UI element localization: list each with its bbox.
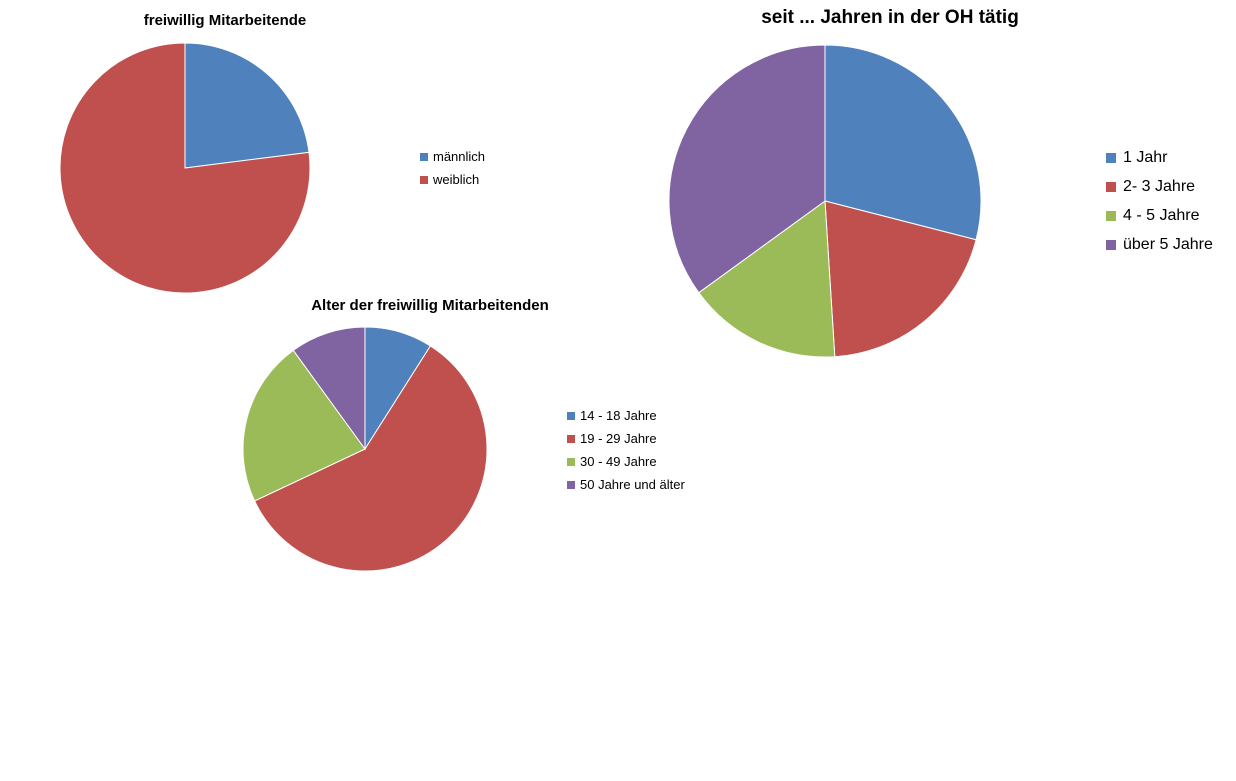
legend-gender: männlich weiblich — [420, 145, 485, 191]
legend-item-age-2: 19 - 29 Jahre — [567, 427, 685, 450]
legend-item-age-1: 14 - 18 Jahre — [567, 404, 685, 427]
legend-swatch — [1106, 239, 1116, 250]
legend-swatch — [1106, 210, 1116, 221]
pie-slice-gender-2 — [59, 42, 311, 294]
legend-item-age-4: 50 Jahre und älter — [567, 473, 685, 496]
legend-label: 4 - 5 Jahre — [1123, 206, 1200, 224]
pie-slice-age-3 — [242, 349, 366, 502]
chart-title-gender: freiwillig Mitarbeitende — [143, 12, 307, 29]
chart-title-age: Alter der freiwillig Mitarbeitenden — [311, 297, 549, 314]
legend-item-gender-1: männlich — [420, 145, 485, 168]
legend-label: 14 - 18 Jahre — [580, 408, 657, 423]
legend-years-active: 1 Jahr 2- 3 Jahre 4 - 5 Jahre über 5 Jahre — [1106, 143, 1213, 259]
legend-item-years-1: 1 Jahr — [1106, 143, 1213, 172]
legend-label: über 5 Jahre — [1123, 235, 1213, 253]
legend-swatch — [420, 152, 428, 161]
legend-swatch — [420, 175, 428, 184]
pie-slice-gender-1 — [184, 42, 310, 169]
legend-swatch — [1106, 152, 1116, 163]
legend-swatch — [567, 480, 575, 489]
legend-label: 1 Jahr — [1123, 148, 1168, 166]
legend-swatch — [1106, 181, 1116, 192]
legend-label: 50 Jahre und älter — [580, 477, 685, 492]
pie-slice-years-2 — [824, 200, 977, 358]
pie-slice-age-2 — [253, 345, 488, 572]
legend-item-years-4: über 5 Jahre — [1106, 230, 1213, 259]
legend-item-years-3: 4 - 5 Jahre — [1106, 201, 1213, 230]
legend-swatch — [567, 434, 575, 443]
pie-slice-years-1 — [824, 44, 982, 241]
pie-chart-age — [242, 326, 488, 572]
legend-item-age-3: 30 - 49 Jahre — [567, 450, 685, 473]
pie-slice-years-3 — [698, 200, 836, 358]
pie-slice-age-4 — [292, 326, 366, 451]
legend-label: männlich — [433, 149, 486, 164]
legend-label: 2- 3 Jahre — [1123, 177, 1196, 195]
legend-item-gender-2: weiblich — [420, 168, 485, 191]
legend-swatch — [567, 411, 575, 420]
pie-slice-years-4 — [668, 44, 826, 294]
pie-chart-gender — [59, 42, 311, 294]
legend-age: 14 - 18 Jahre 19 - 29 Jahre 30 - 49 Jahre 5… — [567, 404, 685, 496]
legend-label: 30 - 49 Jahre — [580, 454, 657, 469]
legend-label: weiblich — [433, 172, 480, 187]
pie-chart-years-active — [668, 44, 982, 358]
legend-label: 19 - 29 Jahre — [580, 431, 657, 446]
legend-item-years-2: 2- 3 Jahre — [1106, 172, 1213, 201]
legend-swatch — [567, 457, 575, 466]
chart-title-years-active: seit ... Jahren in der OH tätig — [761, 7, 1019, 28]
